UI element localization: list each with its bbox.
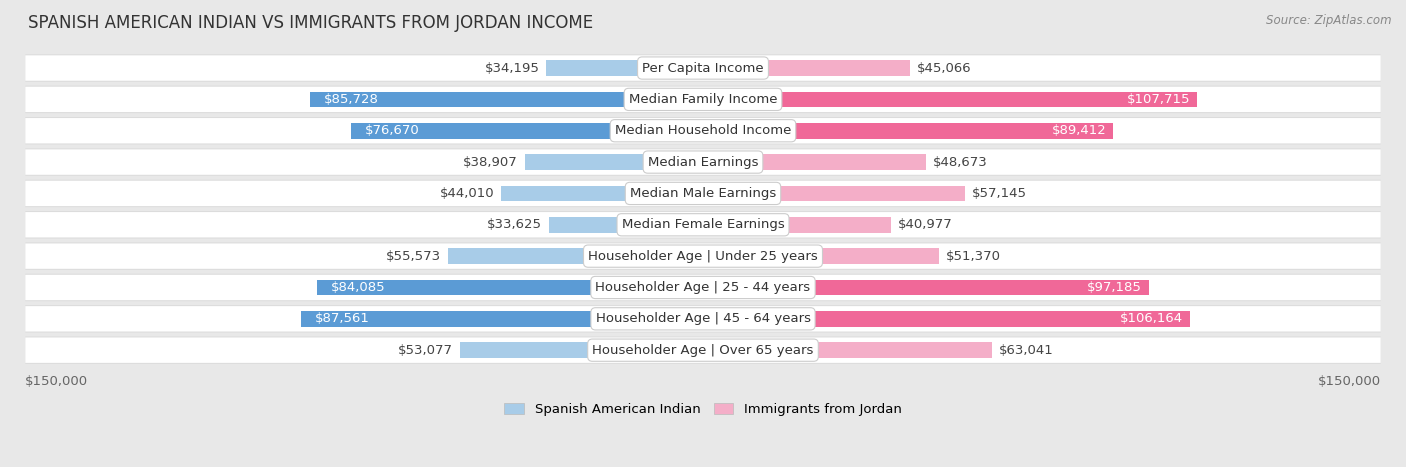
FancyBboxPatch shape xyxy=(301,311,703,326)
Text: $45,066: $45,066 xyxy=(917,62,972,75)
Text: $97,185: $97,185 xyxy=(1087,281,1142,294)
FancyBboxPatch shape xyxy=(25,305,1381,333)
FancyBboxPatch shape xyxy=(25,306,1381,332)
FancyBboxPatch shape xyxy=(703,311,1189,326)
Text: $57,145: $57,145 xyxy=(972,187,1026,200)
Text: Householder Age | 25 - 44 years: Householder Age | 25 - 44 years xyxy=(595,281,811,294)
Text: Householder Age | Over 65 years: Householder Age | Over 65 years xyxy=(592,344,814,357)
FancyBboxPatch shape xyxy=(703,185,965,201)
Text: Median Earnings: Median Earnings xyxy=(648,156,758,169)
FancyBboxPatch shape xyxy=(25,275,1381,300)
Text: $48,673: $48,673 xyxy=(934,156,988,169)
FancyBboxPatch shape xyxy=(548,217,703,233)
Text: Per Capita Income: Per Capita Income xyxy=(643,62,763,75)
Text: Median Female Earnings: Median Female Earnings xyxy=(621,218,785,231)
Text: $55,573: $55,573 xyxy=(387,250,441,262)
Text: $87,561: $87,561 xyxy=(315,312,370,325)
Text: $106,164: $106,164 xyxy=(1121,312,1182,325)
Text: $53,077: $53,077 xyxy=(398,344,453,357)
Text: $51,370: $51,370 xyxy=(945,250,1001,262)
Text: $44,010: $44,010 xyxy=(440,187,495,200)
Legend: Spanish American Indian, Immigrants from Jordan: Spanish American Indian, Immigrants from… xyxy=(505,403,901,416)
FancyBboxPatch shape xyxy=(25,87,1381,112)
Text: Median Family Income: Median Family Income xyxy=(628,93,778,106)
FancyBboxPatch shape xyxy=(524,154,703,170)
Text: $150,000: $150,000 xyxy=(25,375,89,388)
FancyBboxPatch shape xyxy=(460,342,703,358)
FancyBboxPatch shape xyxy=(25,149,1381,176)
FancyBboxPatch shape xyxy=(25,149,1381,175)
Text: $150,000: $150,000 xyxy=(1317,375,1381,388)
FancyBboxPatch shape xyxy=(25,85,1381,113)
Text: $107,715: $107,715 xyxy=(1126,93,1189,106)
FancyBboxPatch shape xyxy=(703,342,993,358)
FancyBboxPatch shape xyxy=(703,92,1197,107)
FancyBboxPatch shape xyxy=(703,248,939,264)
Text: Source: ZipAtlas.com: Source: ZipAtlas.com xyxy=(1267,14,1392,27)
Text: $89,412: $89,412 xyxy=(1052,124,1107,137)
FancyBboxPatch shape xyxy=(25,243,1381,269)
Text: SPANISH AMERICAN INDIAN VS IMMIGRANTS FROM JORDAN INCOME: SPANISH AMERICAN INDIAN VS IMMIGRANTS FR… xyxy=(28,14,593,32)
Text: Median Male Earnings: Median Male Earnings xyxy=(630,187,776,200)
FancyBboxPatch shape xyxy=(703,123,1114,139)
Text: $38,907: $38,907 xyxy=(463,156,517,169)
FancyBboxPatch shape xyxy=(25,274,1381,301)
FancyBboxPatch shape xyxy=(25,180,1381,207)
Text: Householder Age | Under 25 years: Householder Age | Under 25 years xyxy=(588,250,818,262)
FancyBboxPatch shape xyxy=(25,338,1381,363)
Text: Median Household Income: Median Household Income xyxy=(614,124,792,137)
FancyBboxPatch shape xyxy=(25,211,1381,239)
Text: $34,195: $34,195 xyxy=(485,62,540,75)
FancyBboxPatch shape xyxy=(25,118,1381,143)
FancyBboxPatch shape xyxy=(703,154,927,170)
FancyBboxPatch shape xyxy=(703,217,891,233)
FancyBboxPatch shape xyxy=(25,336,1381,364)
FancyBboxPatch shape xyxy=(501,185,703,201)
FancyBboxPatch shape xyxy=(449,248,703,264)
FancyBboxPatch shape xyxy=(703,280,1149,295)
Text: Householder Age | 45 - 64 years: Householder Age | 45 - 64 years xyxy=(596,312,810,325)
Text: $84,085: $84,085 xyxy=(330,281,385,294)
Text: $63,041: $63,041 xyxy=(1000,344,1053,357)
Text: $76,670: $76,670 xyxy=(366,124,420,137)
FancyBboxPatch shape xyxy=(25,242,1381,270)
FancyBboxPatch shape xyxy=(25,55,1381,81)
Text: $40,977: $40,977 xyxy=(898,218,953,231)
FancyBboxPatch shape xyxy=(25,212,1381,238)
Text: $85,728: $85,728 xyxy=(323,93,378,106)
FancyBboxPatch shape xyxy=(703,60,910,76)
Text: $33,625: $33,625 xyxy=(486,218,541,231)
FancyBboxPatch shape xyxy=(25,181,1381,206)
FancyBboxPatch shape xyxy=(352,123,703,139)
FancyBboxPatch shape xyxy=(546,60,703,76)
FancyBboxPatch shape xyxy=(309,92,703,107)
FancyBboxPatch shape xyxy=(318,280,703,295)
FancyBboxPatch shape xyxy=(25,54,1381,82)
FancyBboxPatch shape xyxy=(25,117,1381,144)
